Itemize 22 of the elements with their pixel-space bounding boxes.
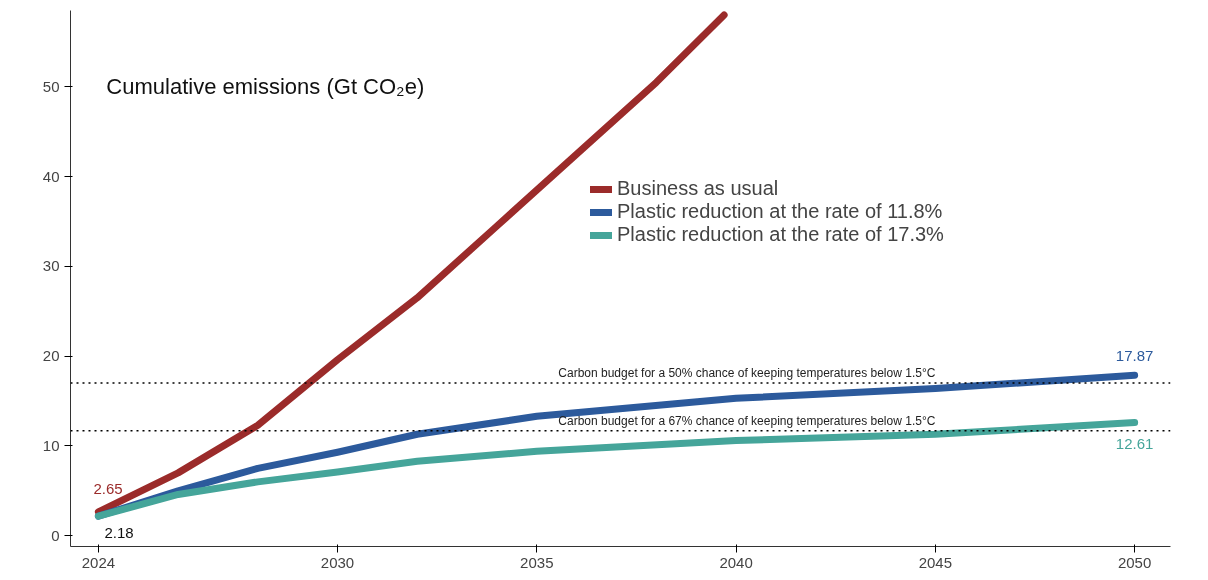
y-tick-label: 30: [42, 257, 60, 275]
x-tick-label: 2045: [918, 553, 953, 571]
ref-line-label: Carbon budget for a 67% chance of keeping temperatures below 1.5°C: [558, 413, 936, 428]
y-tick-label: 0: [51, 526, 60, 544]
legend-label: Plastic reduction at the rate of 17.3%: [617, 223, 944, 246]
x-tick-label: 2024: [81, 553, 116, 571]
x-tick-label: 2050: [1117, 553, 1152, 571]
ref-line-label: Carbon budget for a 50% chance of keeping temperatures below 1.5°C: [558, 366, 936, 381]
legend-label: Business as usual: [617, 177, 779, 200]
x-tick-label: 2040: [719, 553, 753, 571]
legend-label: Plastic reduction at the rate of 11.8%: [617, 200, 943, 223]
x-tick-label: 2035: [520, 553, 554, 571]
y-tick-label: 40: [42, 167, 60, 185]
x-tick-label: 2030: [320, 553, 355, 571]
y-tick-label: 50: [42, 77, 60, 95]
text: Cumulative emissions (Gt CO₂e): [106, 74, 425, 100]
y-tick-label: 20: [42, 347, 60, 365]
data-label: 2.65: [93, 479, 123, 497]
data-label: 2.18: [104, 524, 134, 542]
data-label: 12.61: [1115, 434, 1154, 452]
y-tick-label: 10: [42, 436, 60, 454]
data-label: 17.87: [1115, 347, 1154, 365]
